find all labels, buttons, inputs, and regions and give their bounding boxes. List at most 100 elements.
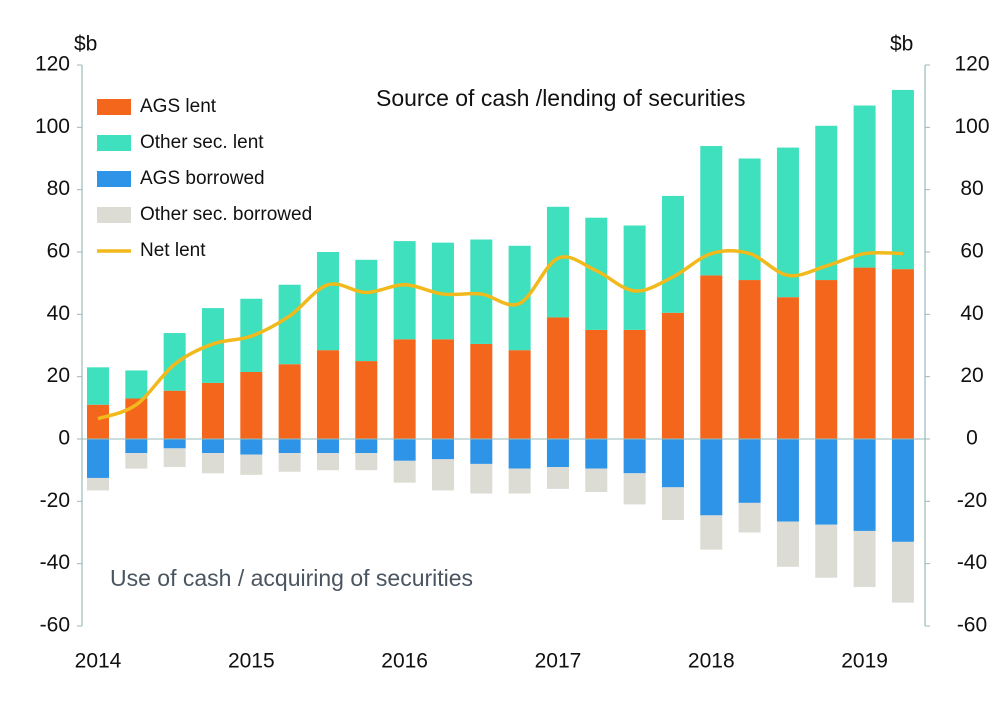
legend-label: Net lent xyxy=(140,240,206,261)
y-tick-label: 60 xyxy=(47,240,70,263)
bar xyxy=(316,439,339,454)
bar xyxy=(585,329,608,439)
bar xyxy=(393,241,416,340)
bar xyxy=(431,439,454,460)
bar xyxy=(393,460,416,483)
bar xyxy=(585,217,608,330)
bar xyxy=(661,195,684,313)
legend-swatch xyxy=(97,207,131,223)
bar xyxy=(508,350,531,439)
annotation: Use of cash / acquiring of securities xyxy=(110,565,473,591)
bar xyxy=(891,541,914,603)
bar xyxy=(815,280,838,439)
bar xyxy=(470,439,493,464)
bar xyxy=(815,125,838,281)
bar xyxy=(738,280,761,439)
x-tick-label: 2017 xyxy=(535,650,582,673)
bar xyxy=(355,259,378,362)
bar xyxy=(546,317,569,439)
bar xyxy=(661,487,684,521)
bar xyxy=(278,284,301,365)
y2-tick-label: 80 xyxy=(960,177,983,200)
bar xyxy=(278,364,301,439)
bar xyxy=(201,382,224,439)
bar xyxy=(508,245,531,351)
x-tick-label: 2015 xyxy=(228,650,275,673)
bar xyxy=(355,439,378,454)
bar xyxy=(163,333,186,391)
bar xyxy=(87,439,109,478)
bar xyxy=(316,252,339,351)
bar xyxy=(316,350,339,439)
bar xyxy=(87,367,109,405)
bar xyxy=(431,459,454,491)
bar xyxy=(201,453,224,474)
y-unit: $b xyxy=(74,33,97,56)
bar xyxy=(240,371,263,439)
y2-tick-label: -60 xyxy=(957,614,987,637)
bar xyxy=(700,439,723,516)
bar xyxy=(623,473,646,505)
y-tick-label: -40 xyxy=(40,551,70,574)
bar xyxy=(700,146,723,276)
bar xyxy=(393,339,416,439)
bar xyxy=(776,439,799,522)
bar xyxy=(815,439,838,525)
y-tick-label: 0 xyxy=(58,427,70,450)
bar xyxy=(125,370,148,399)
bar xyxy=(776,521,799,567)
bar xyxy=(355,361,378,439)
legend-label: Other sec. borrowed xyxy=(140,204,312,225)
y2-tick-label: 20 xyxy=(960,364,983,387)
legend-label: AGS borrowed xyxy=(140,168,265,189)
bar xyxy=(623,329,646,439)
bar xyxy=(546,206,569,318)
bar xyxy=(163,390,186,439)
bar xyxy=(623,225,646,330)
legend-label: Other sec. lent xyxy=(140,132,264,153)
bar xyxy=(623,439,646,474)
bar xyxy=(393,439,416,461)
bar xyxy=(508,468,531,494)
y-tick-label: -60 xyxy=(40,614,70,637)
bar xyxy=(355,453,378,471)
bar xyxy=(201,439,224,454)
bar xyxy=(585,439,608,469)
legend-label: AGS lent xyxy=(140,96,217,117)
bar xyxy=(853,530,876,588)
bar xyxy=(431,242,454,340)
bar xyxy=(508,439,531,469)
bar xyxy=(815,524,838,578)
y-tick-label: 80 xyxy=(47,177,70,200)
bar xyxy=(546,467,569,489)
y2-tick-label: 60 xyxy=(960,240,983,263)
y2-tick-label: 120 xyxy=(954,53,989,76)
y-tick-label: 20 xyxy=(47,364,70,387)
bar xyxy=(240,454,263,475)
x-tick-label: 2019 xyxy=(841,650,888,673)
bar xyxy=(776,147,799,298)
y-tick-label: -20 xyxy=(40,489,70,512)
bar xyxy=(700,515,723,550)
bar xyxy=(891,269,914,439)
legend-swatch xyxy=(97,99,131,115)
legend-swatch xyxy=(97,135,131,151)
bar xyxy=(278,439,301,454)
x-tick-label: 2018 xyxy=(688,650,735,673)
bar xyxy=(470,343,493,439)
y2-tick-label: 100 xyxy=(954,115,989,138)
y2-tick-label: 40 xyxy=(960,302,983,325)
bar xyxy=(853,105,876,268)
bar xyxy=(738,502,761,533)
bar xyxy=(278,453,301,472)
bar xyxy=(853,439,876,531)
y2-tick-label: -20 xyxy=(957,489,987,512)
bar xyxy=(87,404,109,439)
bar xyxy=(661,439,684,488)
bar xyxy=(546,439,569,468)
y-tick-label: 100 xyxy=(35,115,70,138)
bar xyxy=(125,439,148,454)
bar xyxy=(853,267,876,439)
bar xyxy=(470,463,493,494)
